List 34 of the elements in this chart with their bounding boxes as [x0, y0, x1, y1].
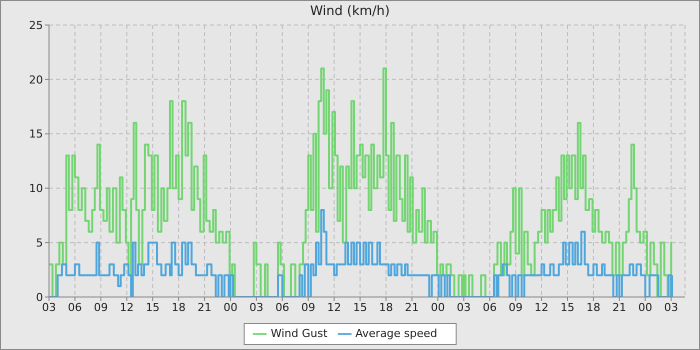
x-tick-label: 09 — [301, 300, 316, 314]
chart-title: Wind (km/h) — [309, 4, 391, 19]
x-tick-label: 03 — [42, 300, 56, 314]
x-tick-label: 03 — [456, 300, 471, 314]
y-tick-label: 10 — [29, 182, 43, 196]
x-tick-label: 21 — [612, 300, 626, 314]
x-tick-label: 00 — [430, 300, 445, 314]
x-tick-label: 00 — [638, 300, 652, 314]
x-tick-label: 21 — [404, 300, 419, 314]
y-tick-label: 20 — [29, 73, 43, 86]
x-tick-label: 18 — [586, 300, 600, 314]
x-tick-label: 15 — [353, 300, 368, 314]
legend-label: Average speed — [355, 327, 438, 340]
x-tick-label: 12 — [327, 300, 342, 314]
x-tick-label: 09 — [94, 300, 108, 314]
x-tick-label: 12 — [534, 300, 549, 314]
x-tick-label: 15 — [560, 300, 574, 314]
x-tick-label: 00 — [223, 300, 238, 314]
x-tick-label: 06 — [482, 300, 497, 314]
y-tick-label: 15 — [29, 128, 43, 141]
x-tick-label: 18 — [172, 300, 186, 314]
x-tick-label: 06 — [275, 300, 290, 314]
x-tick-label: 09 — [508, 300, 523, 314]
x-tick-label: 21 — [198, 300, 212, 314]
legend-label: Wind Gust — [270, 327, 328, 340]
x-tick-label: 06 — [68, 300, 82, 314]
y-tick-label: 5 — [36, 236, 43, 250]
x-tick-label: 15 — [146, 300, 160, 314]
x-tick-label: 12 — [120, 300, 134, 314]
x-tick-label: 03 — [664, 300, 678, 314]
y-tick-label: 0 — [36, 290, 43, 304]
x-tick-label: 03 — [249, 300, 264, 314]
x-tick-label: 18 — [379, 300, 394, 314]
y-tick-label: 25 — [29, 18, 43, 32]
